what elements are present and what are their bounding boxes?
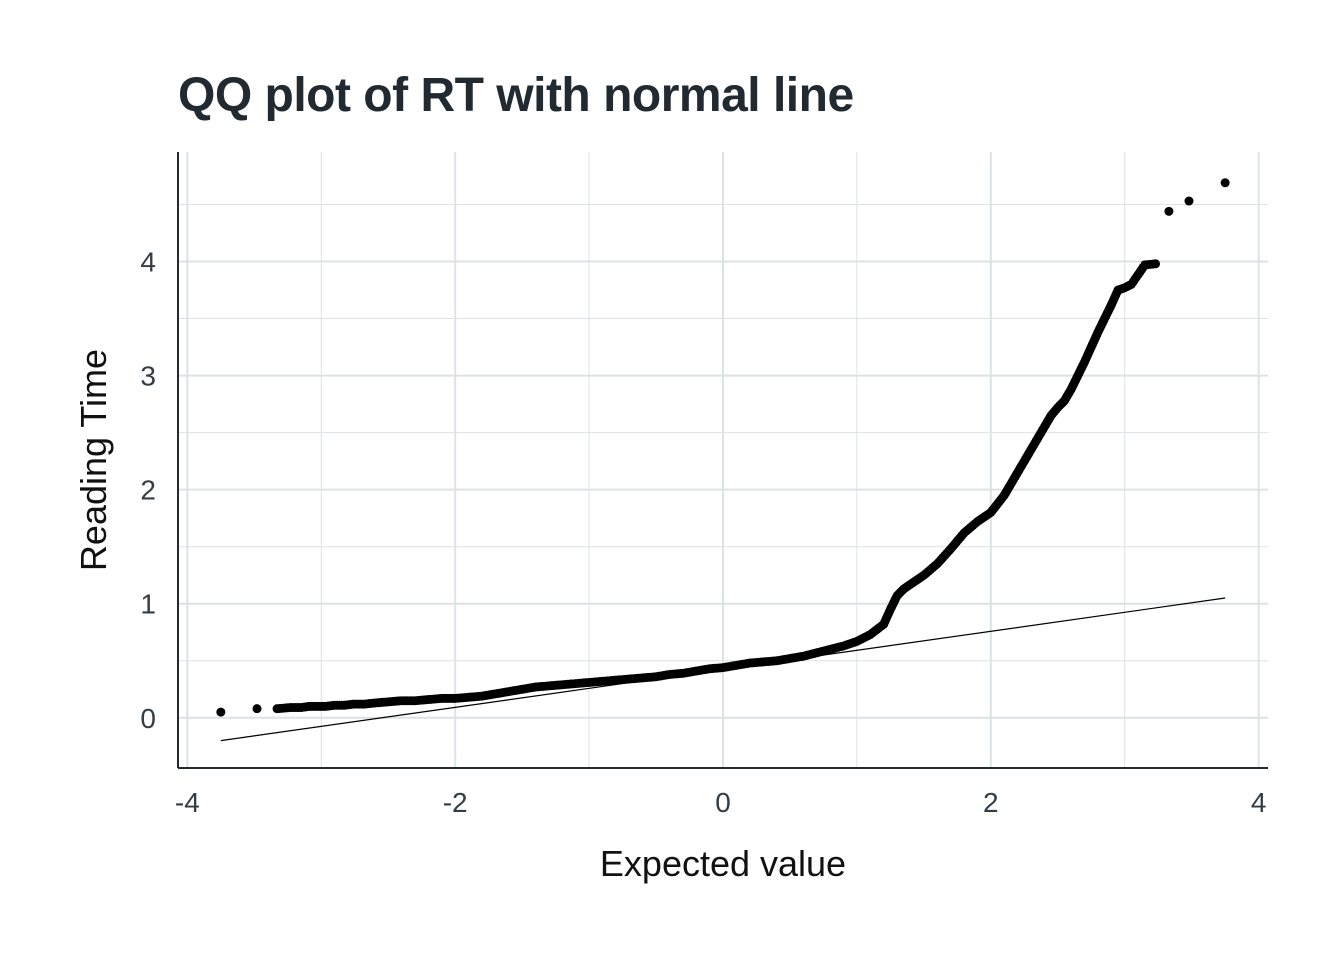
- qq-point: [1151, 259, 1161, 269]
- x-tick-label: 4: [1251, 787, 1267, 818]
- qq-point: [216, 707, 226, 717]
- qq-point: [1220, 178, 1230, 188]
- y-tick-label: 1: [140, 589, 156, 620]
- x-tick-label: 0: [715, 787, 731, 818]
- chart-title: QQ plot of RT with normal line: [178, 69, 854, 122]
- grid-major: [178, 152, 1268, 768]
- data-points: [216, 178, 1230, 717]
- qq-point: [1184, 196, 1194, 206]
- y-tick-label: 2: [140, 475, 156, 506]
- x-tick-label: 2: [983, 787, 999, 818]
- y-tick-label: 0: [140, 703, 156, 734]
- y-tick-labels: 0 1 2 3 4: [140, 247, 156, 734]
- x-tick-label: -2: [443, 787, 468, 818]
- y-tick-label: 3: [140, 361, 156, 392]
- x-tick-label: -4: [175, 787, 200, 818]
- x-axis-label: Expected value: [600, 843, 846, 884]
- qq-point: [1164, 206, 1174, 216]
- y-axis-label: Reading Time: [73, 349, 114, 571]
- qq-point: [252, 704, 262, 714]
- y-tick-label: 4: [140, 247, 156, 278]
- x-tick-labels: -4 -2 0 2 4: [175, 787, 1266, 818]
